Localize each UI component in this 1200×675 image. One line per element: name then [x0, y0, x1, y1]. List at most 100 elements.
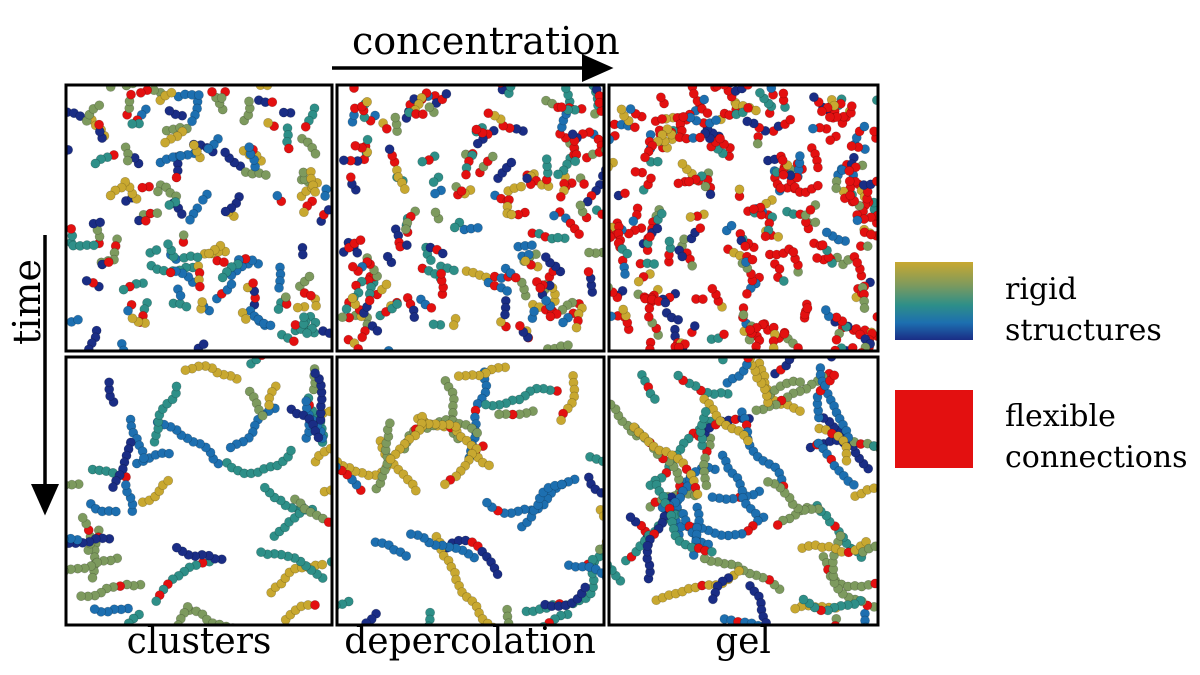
time-label: time: [5, 259, 49, 345]
rigid-particle: [305, 609, 314, 618]
rigid-particle: [339, 406, 348, 415]
rigid-particle: [298, 207, 309, 218]
flexible-particle: [640, 152, 650, 163]
flexible-particle: [813, 180, 823, 191]
rigid-particle: [610, 493, 619, 502]
panel-clusters-row0: [64, 83, 334, 353]
flexible-particle: [483, 108, 494, 119]
flexible-particle: [740, 241, 751, 252]
flexible-particle: [349, 85, 359, 93]
flexible-particle: [866, 229, 876, 240]
rigid-particle: [362, 134, 373, 145]
rigid-particle: [152, 208, 163, 218]
rigid-particle: [73, 314, 83, 325]
rigid-particle: [673, 370, 684, 381]
flexible-particle: [745, 324, 755, 335]
flexible-particle: [456, 186, 467, 196]
rigid-particle: [441, 89, 452, 99]
rigid-particle: [300, 450, 309, 459]
flexible-particle: [813, 162, 823, 173]
rigid-particle: [94, 100, 105, 111]
rigid-particle: [176, 209, 187, 219]
rigid-particle: [506, 157, 517, 168]
rigid-particle: [492, 569, 503, 580]
rigid-particle: [773, 231, 784, 242]
panel-frame: [335, 83, 606, 353]
rigid-particle: [809, 92, 819, 102]
rigid-particle: [643, 358, 652, 367]
flexible-particle: [760, 231, 771, 242]
rigid-particle: [869, 483, 878, 494]
rigid-particle: [401, 240, 412, 250]
flexible-connections-label: flexible connections: [1005, 397, 1188, 478]
rigid-particle: [171, 381, 182, 392]
flexible-particle: [805, 204, 816, 215]
rigid-particle: [338, 155, 349, 166]
rigid-particle: [152, 186, 163, 197]
rigid-particle: [677, 158, 688, 169]
flexible-particle: [94, 119, 104, 130]
rigid-particle: [620, 269, 630, 279]
rigid-particle: [705, 189, 716, 200]
rigid-particle: [264, 339, 273, 348]
rigid-particle: [163, 475, 174, 486]
rigid-particle: [256, 547, 266, 557]
rigid-particle: [755, 87, 765, 98]
flexible-particle: [555, 191, 566, 202]
rigid-particle: [484, 460, 494, 471]
rigid-particle: [428, 177, 439, 187]
rigid-particle: [808, 664, 817, 673]
rigid-particle: [296, 444, 305, 453]
rigid-particle: [111, 506, 121, 517]
rigid-particle: [556, 415, 566, 426]
rigid-particle: [649, 259, 660, 269]
column-label-gel: gel: [715, 621, 771, 662]
panel-frame: [64, 83, 334, 353]
rigid-particle: [622, 248, 633, 259]
flexible-particle: [702, 108, 713, 118]
rigid-particle: [138, 453, 149, 463]
rigid-particle: [623, 613, 632, 622]
panel-frame: [607, 355, 880, 627]
rigid-particle: [226, 279, 237, 290]
flexible-particle: [802, 303, 813, 313]
rigid-particle: [323, 204, 332, 215]
rigid-particle: [918, 515, 927, 524]
rigid-particle: [263, 118, 273, 128]
rigid-particle: [77, 512, 88, 523]
rigid-particle: [384, 144, 395, 155]
rigid-particle: [46, 534, 55, 543]
rigid-particle: [244, 96, 254, 107]
flexible-particle: [831, 334, 842, 345]
rigid-particle: [862, 241, 873, 252]
flexible-particle: [510, 272, 521, 283]
rigid-particle: [747, 301, 756, 310]
rigid-particle: [163, 239, 173, 249]
rigid-particle: [127, 313, 138, 324]
rigid-particle: [708, 594, 718, 605]
rigid-particle: [795, 151, 805, 161]
column-label-depercolation: depercolation: [344, 621, 596, 662]
rigid-particle: [529, 306, 539, 317]
rigid-particle: [580, 582, 591, 593]
rigid-particle: [618, 586, 627, 595]
rigid-particle: [203, 143, 214, 154]
rigid-particle: [633, 276, 644, 287]
rigid-structures-swatch: [895, 262, 973, 340]
rigid-particle: [618, 304, 629, 315]
panel-gel-row0: [607, 83, 880, 367]
rigid-particle: [626, 463, 635, 472]
rigid-particle: [401, 551, 412, 561]
flexible-particle: [829, 370, 840, 381]
flexible-particle: [877, 311, 878, 314]
rigid-particle: [280, 292, 291, 302]
rigid-particle: [123, 305, 133, 316]
rigid-particle: [472, 138, 483, 149]
flexible-particle: [751, 341, 761, 351]
rigid-particle: [301, 396, 312, 407]
rigid-particle: [118, 284, 129, 295]
rigid-particle: [189, 140, 199, 150]
rigid-particle: [122, 155, 133, 166]
rigid-particle: [128, 85, 138, 89]
rigid-particle: [359, 410, 368, 419]
